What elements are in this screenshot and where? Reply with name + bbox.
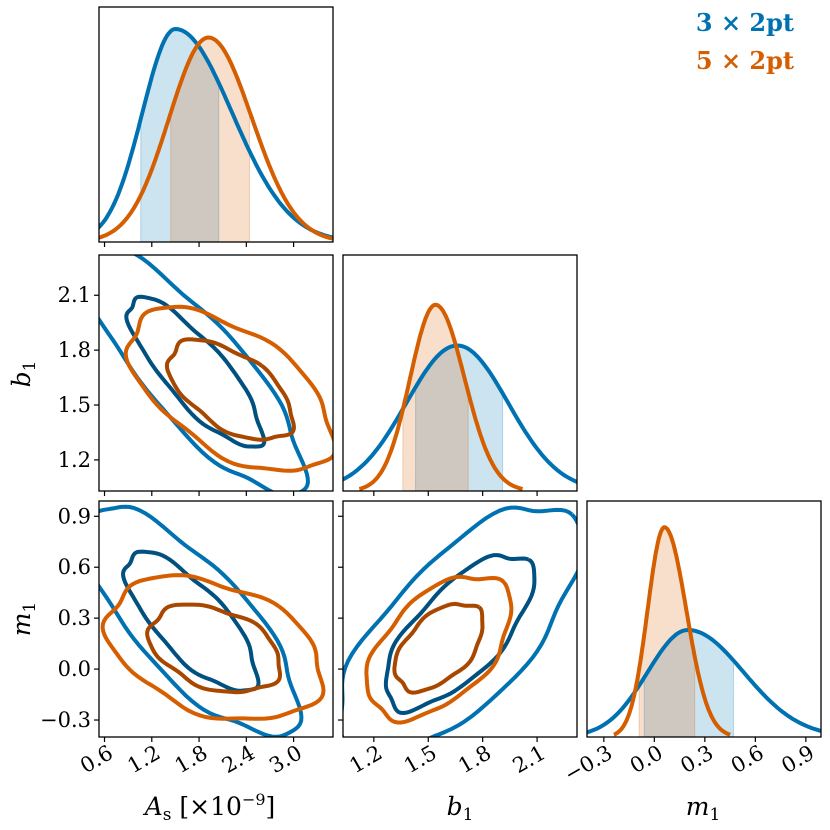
contour-68-As-m1-0 <box>121 549 261 693</box>
marginal-m1-panel: −0.3 0.0 0.3 0.6 0.9 <box>560 500 822 787</box>
contour-95-As-m1-1 <box>100 573 326 721</box>
contour-b1-m1-panel: 1.2 1.5 1.8 2.1 <box>338 500 578 778</box>
ytick-label-m1: 0.9 <box>58 504 91 528</box>
marginal-As-panel-frame <box>98 6 334 243</box>
xtick-label-As: 2.4 <box>218 741 259 778</box>
contour-As-m1-panel: 0.6 1.2 1.8 2.4 3.0−0.30.00.30.60.9 <box>40 500 334 778</box>
xtick-label-As: 1.8 <box>171 741 212 778</box>
contour-As-m1-panel-frame <box>98 500 334 738</box>
contour-95-As-m1-0 <box>99 504 304 737</box>
marginal-curve-m1-0 <box>587 628 821 735</box>
xtick-label-b1: 1.8 <box>454 741 495 778</box>
xtick-label-m1: 0.6 <box>727 741 768 778</box>
marginal-b1-panel-frame <box>342 254 578 492</box>
ytick-label-m1: −0.3 <box>40 708 91 732</box>
contour-95-As-b1-0 <box>99 255 310 491</box>
marginal-curve-b1-1 <box>358 302 524 491</box>
contour-b1-m1-panel-frame <box>342 500 578 738</box>
contour-68-b1-m1-0 <box>383 553 537 715</box>
contour-95-b1-m1-0 <box>343 505 577 737</box>
contour-As-b1-panel-frame <box>98 254 334 492</box>
xtick-label-As: 1.2 <box>123 741 164 778</box>
xtick-label-m1: −0.3 <box>560 741 616 787</box>
xtick-label-As: 3.0 <box>265 741 306 778</box>
marginal-curve-m1-1 <box>612 525 732 737</box>
ytick-label-m1: 0.3 <box>58 606 91 630</box>
xlabel-As: As [×10−9] <box>143 790 276 825</box>
xtick-label-b1: 1.5 <box>400 741 441 778</box>
contour-68-As-m1-1 <box>145 602 282 695</box>
xtick-label-As: 0.6 <box>76 741 117 778</box>
ytick-label-m1: 0.6 <box>58 555 91 579</box>
legend-entry-5x2pt: 5 × 2pt <box>695 46 794 75</box>
xlabel-m1: m1 <box>686 792 721 825</box>
legend-entry-3x2pt: 3 × 2pt <box>695 8 794 37</box>
xtick-label-b1: 2.1 <box>509 741 550 778</box>
contour-68-As-b1-0 <box>124 294 267 449</box>
contour-95-As-b1-1 <box>123 304 333 473</box>
ylabel-m1: m1 <box>7 602 40 637</box>
marginal-shade-m1-1 <box>638 526 696 737</box>
xtick-label-m1: 0.9 <box>777 741 818 778</box>
contour-68-b1-m1-1 <box>392 601 485 695</box>
ytick-label-b1: 1.5 <box>58 393 91 417</box>
xtick-label-m1: 0.3 <box>676 741 717 778</box>
marginal-shade-b1-1 <box>402 304 469 491</box>
contour-95-b1-m1-1 <box>364 574 514 725</box>
xtick-label-b1: 1.2 <box>345 741 386 778</box>
marginal-As-panel <box>98 6 334 247</box>
legend: 3 × 2pt 5 × 2pt <box>696 4 794 80</box>
xtick-label-m1: 0.0 <box>626 741 667 778</box>
ylabel-b1: b1 <box>7 361 40 388</box>
marginal-curve-As-1 <box>99 35 333 241</box>
ytick-label-b1: 2.1 <box>58 283 91 307</box>
ytick-label-b1: 1.2 <box>58 448 91 472</box>
ytick-label-m1: 0.0 <box>58 657 91 681</box>
contour-As-b1-panel: 1.2 1.5 1.8 2.1 <box>58 254 334 496</box>
ytick-label-b1: 1.8 <box>58 338 91 362</box>
contour-68-As-b1-1 <box>164 337 296 442</box>
xlabel-b1: b1 <box>447 792 474 825</box>
marginal-m1-panel-frame <box>586 500 822 738</box>
marginal-b1-panel <box>342 254 578 496</box>
